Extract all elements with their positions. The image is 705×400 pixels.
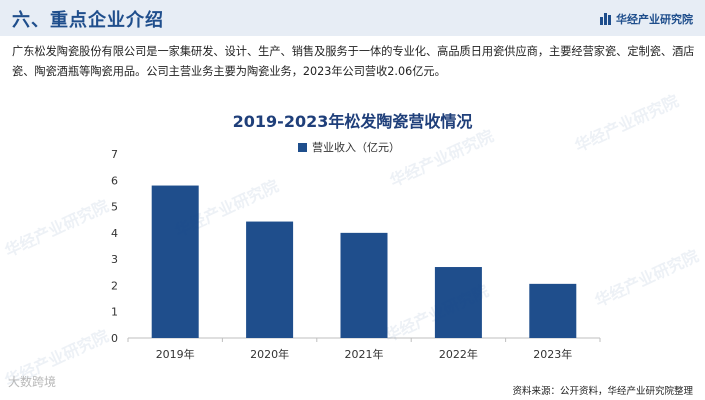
x-tick-label: 2023年 [533,347,572,361]
x-tick-label: 2019年 [156,347,195,361]
y-tick-label: 6 [111,174,118,187]
brand-name: 华经产业研究院 [616,13,693,26]
bar [246,221,294,338]
chart-title: 2019-2023年松发陶瓷营收情况 [232,112,473,131]
legend-swatch [298,142,307,152]
bar [434,267,482,338]
corner-watermark: 大数跨境 [8,375,57,389]
bar [529,283,577,338]
y-tick-label: 1 [111,306,118,319]
header-bar: 六、重点企业介绍 华经产业研究院 [0,0,705,36]
x-tick-label: 2021年 [345,347,384,361]
brand-logo-icon [600,13,611,25]
y-tick-label: 4 [111,227,118,240]
x-tick-label: 2022年 [439,347,478,361]
y-tick-label: 5 [111,201,118,214]
y-tick-label: 0 [111,332,118,345]
intro-paragraph: 广东松发陶瓷股份有限公司是一家集研发、设计、生产、销售及服务于一体的专业化、高品… [12,45,695,78]
section-title: 六、重点企业介绍 [12,10,164,31]
source-note: 资料来源：公开资料，华经产业研究院整理 [512,386,693,397]
brand: 华经产业研究院 [600,11,693,27]
chart-legend: 营业收入（亿元） [298,139,400,155]
bar [151,185,199,338]
y-tick-label: 3 [111,253,118,266]
legend-label: 营业收入（亿元） [312,141,400,154]
y-tick-label: 2 [111,279,118,292]
bar [340,232,388,338]
x-tick-label: 2020年 [250,347,289,361]
y-tick-label: 7 [111,148,118,161]
